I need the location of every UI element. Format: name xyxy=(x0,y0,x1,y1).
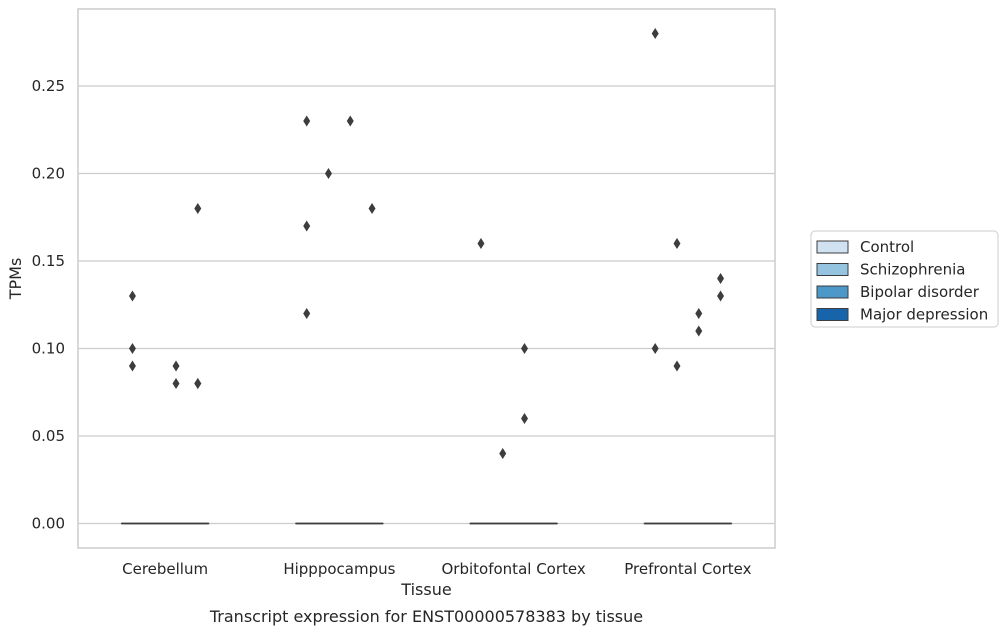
outlier-point xyxy=(717,290,725,302)
y-axis-ticks: 0.00 0.05 0.10 0.15 0.20 0.25 xyxy=(32,77,65,533)
outlier-point xyxy=(695,308,703,319)
y-axis-title: TPMs xyxy=(6,258,25,301)
legend-swatch xyxy=(816,263,849,276)
outlier-point xyxy=(303,220,311,232)
outlier-point xyxy=(172,360,180,372)
y-tick-label: 0.10 xyxy=(32,340,65,358)
gridlines xyxy=(78,85,775,525)
outlier-point xyxy=(651,28,659,39)
outlier-point xyxy=(695,325,703,337)
outlier-point xyxy=(194,378,202,389)
outlier-point xyxy=(717,273,725,284)
legend-label: Bipolar disorder xyxy=(860,283,980,301)
outlier-point xyxy=(303,308,311,319)
outlier-point xyxy=(194,203,202,214)
x-tick-label: Prefrontal Cortex xyxy=(624,560,751,578)
outlier-point xyxy=(673,360,681,372)
outlier-point xyxy=(303,115,311,127)
legend-frame xyxy=(810,230,999,328)
x-axis-ticks: Cerebellum Hipppocampus Orbitofontal Corte… xyxy=(122,560,751,578)
legend: Control Schizophrenia Bipolar disorder Majo… xyxy=(810,230,999,328)
chart-caption: Transcript expression for ENST0000057838… xyxy=(209,607,643,626)
legend-label: Schizophrenia xyxy=(860,261,965,279)
outlier-point xyxy=(172,378,180,389)
outlier-point xyxy=(477,238,485,249)
outlier-point xyxy=(651,343,659,354)
legend-swatch xyxy=(816,308,849,321)
legend-label: Control xyxy=(860,238,914,256)
plot-area xyxy=(77,8,776,549)
y-tick-label: 0.20 xyxy=(32,165,65,183)
outlier-point xyxy=(368,203,376,214)
x-tick-label: Hipppocampus xyxy=(283,560,395,578)
legend-swatch xyxy=(816,240,849,254)
outlier-point xyxy=(521,343,529,354)
y-tick-label: 0.15 xyxy=(32,252,65,270)
x-tick-label: Cerebellum xyxy=(122,560,208,578)
x-tick-label: Orbitofontal Cortex xyxy=(442,560,586,578)
y-tick-label: 0.25 xyxy=(32,77,65,95)
outlier-point xyxy=(499,448,507,459)
legend-label: Major depression xyxy=(860,306,988,324)
legend-swatch xyxy=(816,285,849,299)
x-axis-title: Tissue xyxy=(400,580,451,599)
y-tick-label: 0.00 xyxy=(32,515,65,533)
outlier-point xyxy=(128,290,136,302)
y-tick-label: 0.05 xyxy=(32,427,65,445)
outlier-point xyxy=(673,238,681,249)
outlier-point xyxy=(324,168,332,179)
outlier-point xyxy=(521,413,529,424)
outlier-point xyxy=(128,360,136,372)
outliers xyxy=(128,28,725,459)
outlier-point xyxy=(346,115,354,127)
outlier-point xyxy=(128,343,136,354)
